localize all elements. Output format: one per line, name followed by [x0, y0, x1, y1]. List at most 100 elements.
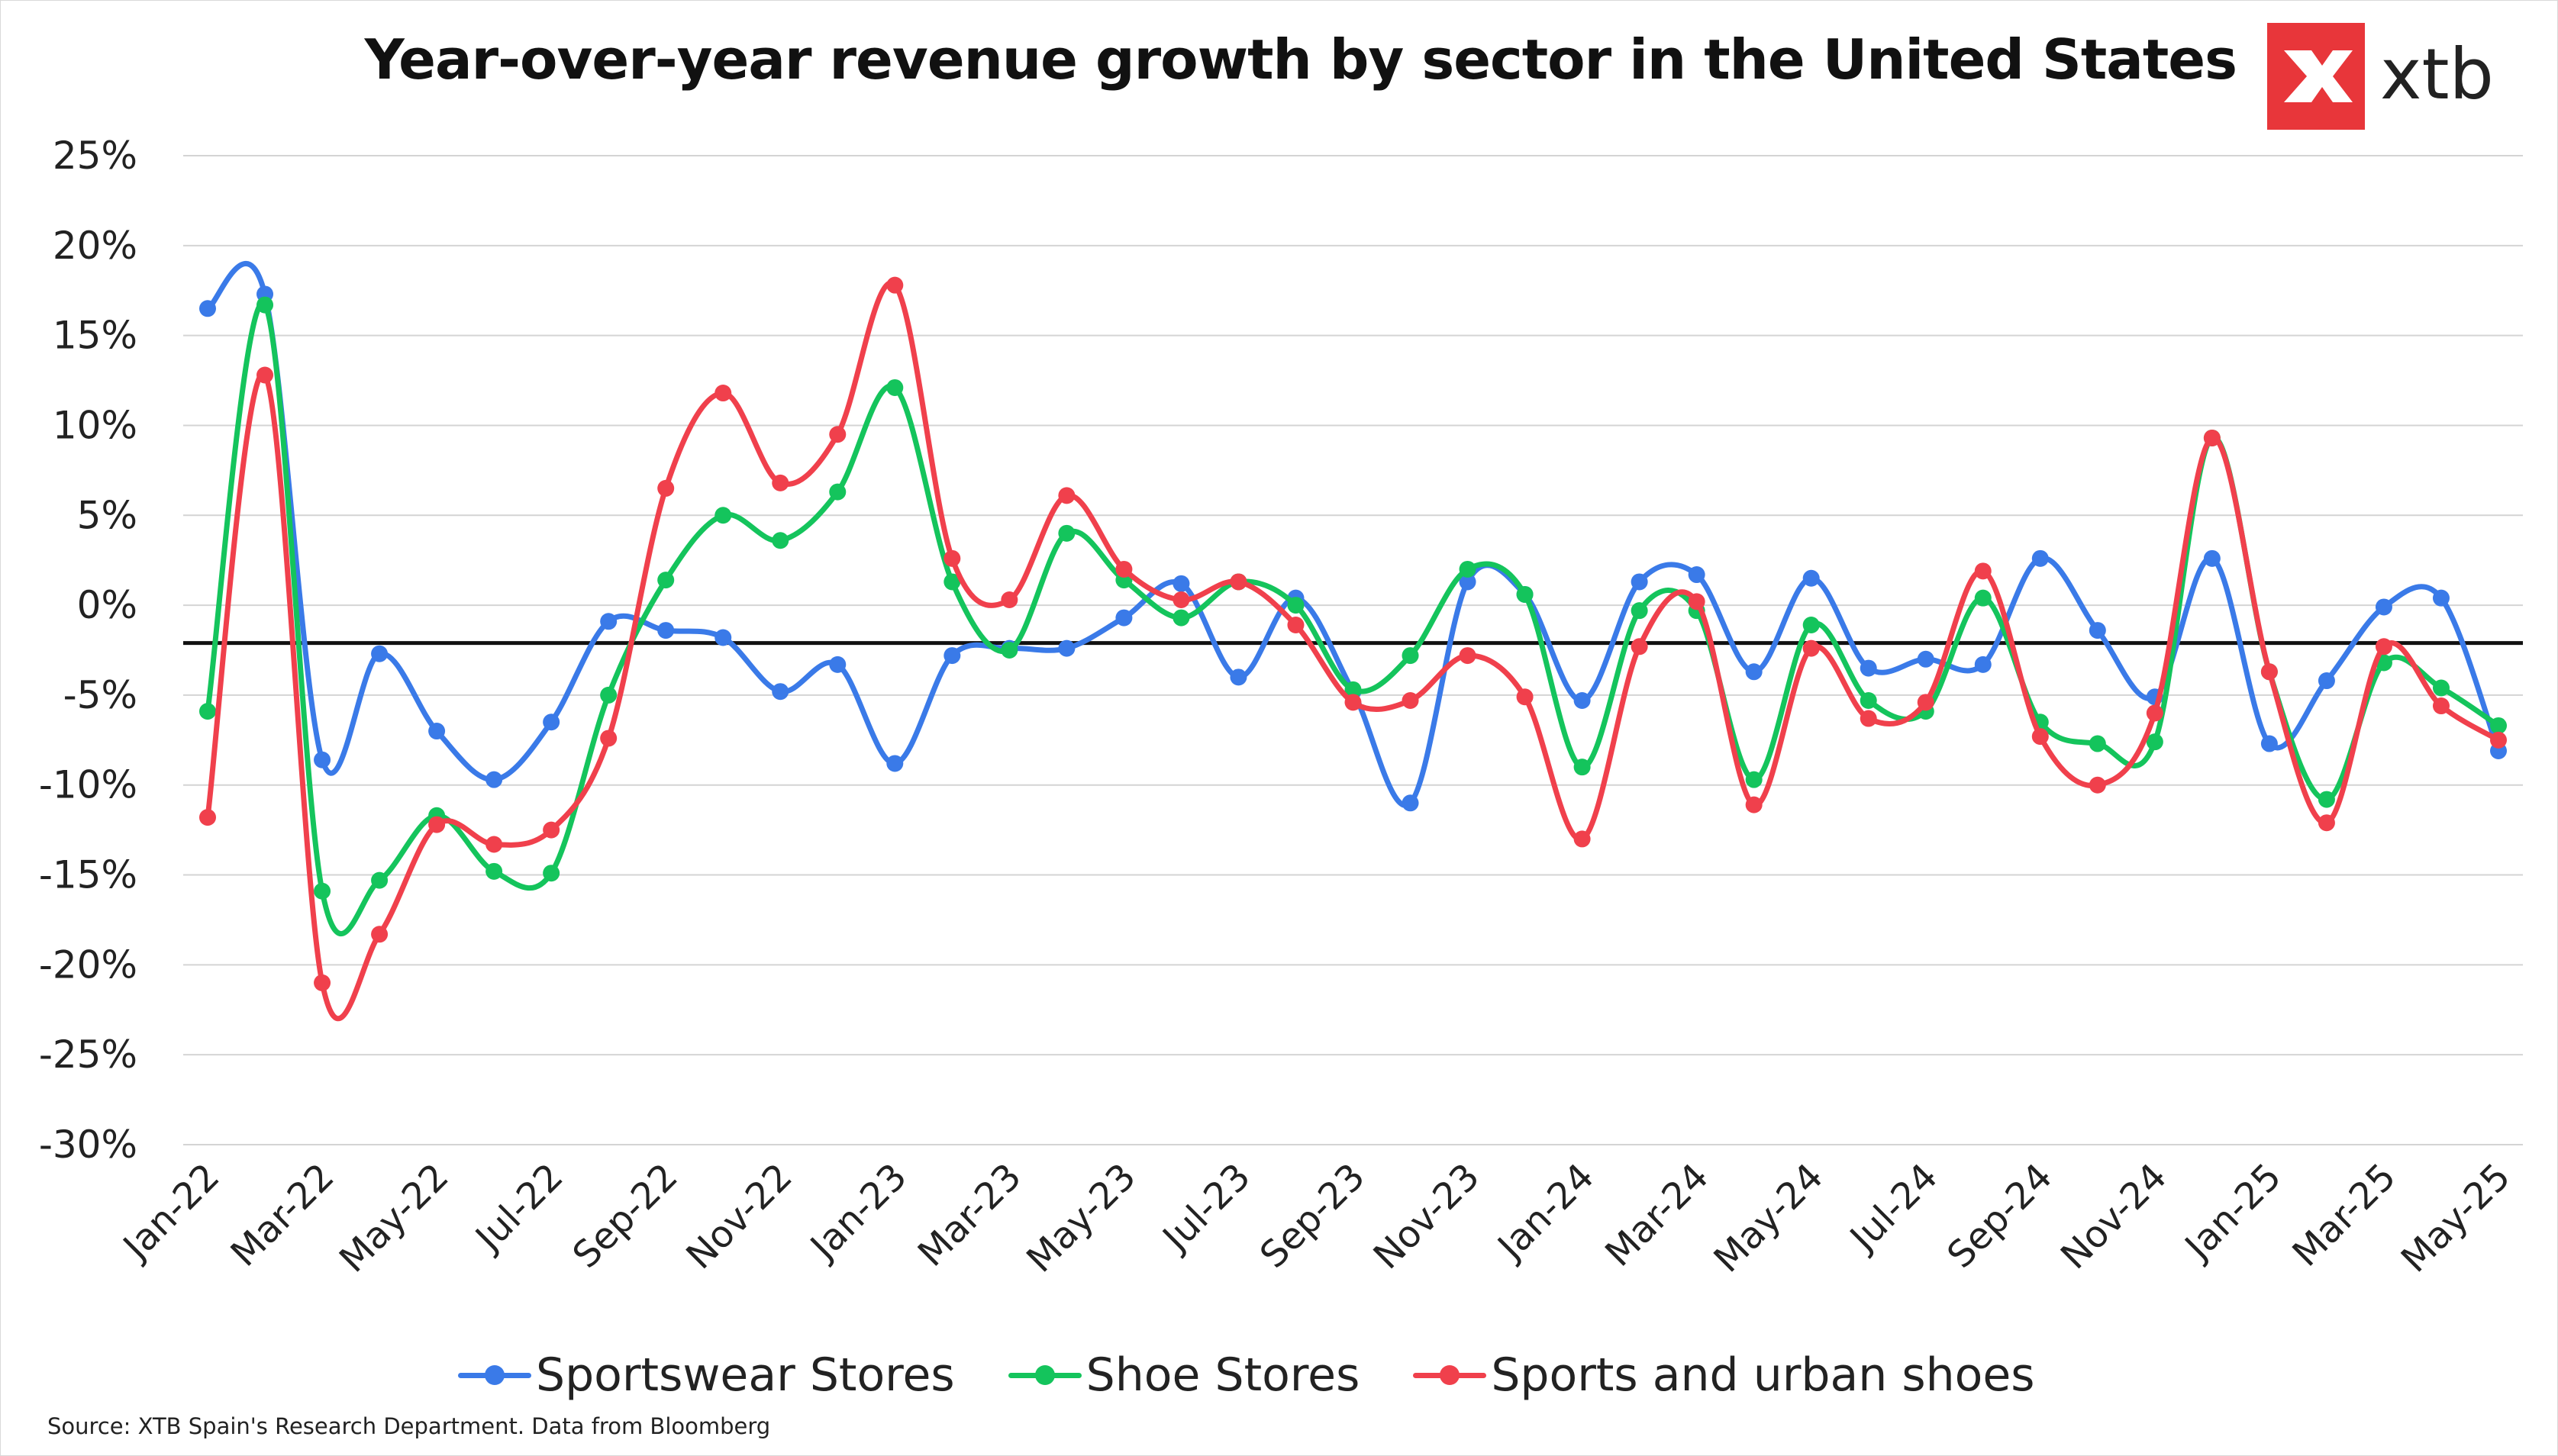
data-point	[829, 426, 847, 443]
data-point	[1516, 585, 1534, 603]
y-tick-label: 10%	[53, 403, 137, 447]
x-tick-label: Sep-24	[1939, 1155, 2060, 1277]
data-point	[1402, 794, 1419, 812]
x-tick-label: Sep-23	[1252, 1155, 1373, 1277]
legend-swatch-dot	[1034, 1365, 1055, 1385]
data-point	[2031, 728, 2049, 746]
data-point	[2432, 679, 2450, 697]
data-point	[314, 974, 331, 991]
x-tick-label: Jan-22	[114, 1155, 227, 1269]
data-point	[256, 366, 274, 384]
data-point	[543, 865, 560, 882]
y-tick-label: 25%	[53, 134, 137, 178]
y-tick-label: -30%	[39, 1123, 137, 1167]
data-point	[485, 836, 503, 853]
data-point	[886, 755, 904, 772]
xtb-logo: xtb	[2267, 23, 2519, 130]
data-point	[2260, 663, 2278, 681]
xtb-logo-text: xtb	[2380, 34, 2494, 115]
y-tick-label: -15%	[39, 853, 137, 897]
data-point	[1745, 796, 1763, 813]
data-point	[600, 613, 618, 630]
data-point	[543, 714, 560, 731]
chart-title: Year-over-year revenue growth by sector …	[364, 27, 2237, 92]
data-point	[1230, 573, 1247, 591]
legend-label: Shoe Stores	[1085, 1348, 1360, 1402]
legend-swatch-dot	[1440, 1365, 1460, 1385]
x-tick-label: Jul-24	[1840, 1155, 1946, 1261]
y-tick-label: 15%	[53, 314, 137, 358]
data-point	[1688, 566, 1705, 584]
data-point	[1402, 647, 1419, 665]
x-tick-label: May-23	[1018, 1155, 1144, 1281]
data-point	[1802, 617, 1820, 634]
y-tick-label: -20%	[39, 942, 137, 987]
source-note: Source: XTB Spain's Research Department.…	[47, 1413, 771, 1439]
xtb-x-icon	[2284, 50, 2353, 102]
data-point	[2203, 429, 2221, 446]
x-tick-label: May-24	[1706, 1155, 1832, 1281]
data-point	[1573, 830, 1591, 848]
data-point	[199, 809, 216, 826]
series-line	[205, 261, 2502, 808]
y-tick-label: 20%	[53, 224, 137, 268]
x-tick-label: Mar-23	[910, 1155, 1030, 1275]
data-point	[657, 622, 675, 639]
y-tick-label: -5%	[63, 673, 137, 717]
data-point	[1287, 597, 1305, 614]
data-point	[1631, 638, 1648, 656]
data-point	[657, 479, 675, 497]
data-point	[1287, 617, 1305, 634]
data-point	[485, 862, 503, 880]
data-point	[1974, 562, 1992, 580]
data-point	[1459, 573, 1476, 591]
y-tick-label: -10%	[39, 763, 137, 807]
x-tick-label: Mar-25	[2285, 1155, 2405, 1275]
data-point	[1173, 591, 1190, 609]
data-point	[2031, 549, 2049, 567]
data-point	[886, 378, 904, 396]
data-point	[1860, 659, 1877, 677]
data-point	[1860, 691, 1877, 709]
x-tick-label: Nov-24	[2053, 1155, 2175, 1277]
data-point	[1516, 688, 1534, 706]
data-point	[1058, 487, 1076, 504]
gridlines	[183, 155, 2523, 1145]
data-point	[772, 683, 789, 701]
data-point	[1974, 656, 1992, 673]
data-point	[1115, 609, 1133, 627]
data-point	[1802, 569, 1820, 587]
data-point	[1344, 694, 1362, 711]
y-tick-label: 0%	[77, 583, 137, 627]
data-point	[829, 656, 847, 673]
data-point	[2146, 733, 2163, 751]
legend-swatch	[1413, 1352, 1487, 1398]
legend-swatch	[1008, 1352, 1082, 1398]
data-point	[714, 507, 732, 524]
data-point	[256, 296, 274, 314]
data-point	[2490, 731, 2507, 749]
data-point	[1860, 710, 1877, 727]
legend-swatch-dot	[485, 1365, 505, 1385]
legend-label: Sports and urban shoes	[1491, 1348, 2035, 1402]
data-point	[1058, 524, 1076, 542]
data-point	[2089, 735, 2106, 752]
data-point	[1344, 681, 1362, 698]
x-tick-label: Jan-24	[1489, 1155, 1602, 1269]
data-point	[772, 532, 789, 549]
data-point	[1230, 668, 1247, 686]
data-point	[829, 483, 847, 501]
y-axis-ticks: 25% 20% 15% 10% 5% 0% -5% -10% -15% -20% -25% -30%	[39, 134, 137, 1167]
data-point	[1573, 759, 1591, 776]
data-point	[1001, 642, 1018, 659]
data-point	[428, 723, 446, 740]
data-point	[1173, 575, 1190, 592]
legend-item-sports-and-urban-shoes: Sports and urban shoes	[1413, 1348, 2035, 1402]
data-point	[485, 771, 503, 788]
data-point	[1459, 647, 1476, 665]
data-point	[1631, 602, 1648, 620]
legend-item-sportswear-stores: Sportswear Stores	[458, 1348, 955, 1402]
data-point	[2260, 735, 2278, 752]
y-tick-label: 5%	[77, 493, 137, 537]
data-point	[2318, 791, 2335, 808]
